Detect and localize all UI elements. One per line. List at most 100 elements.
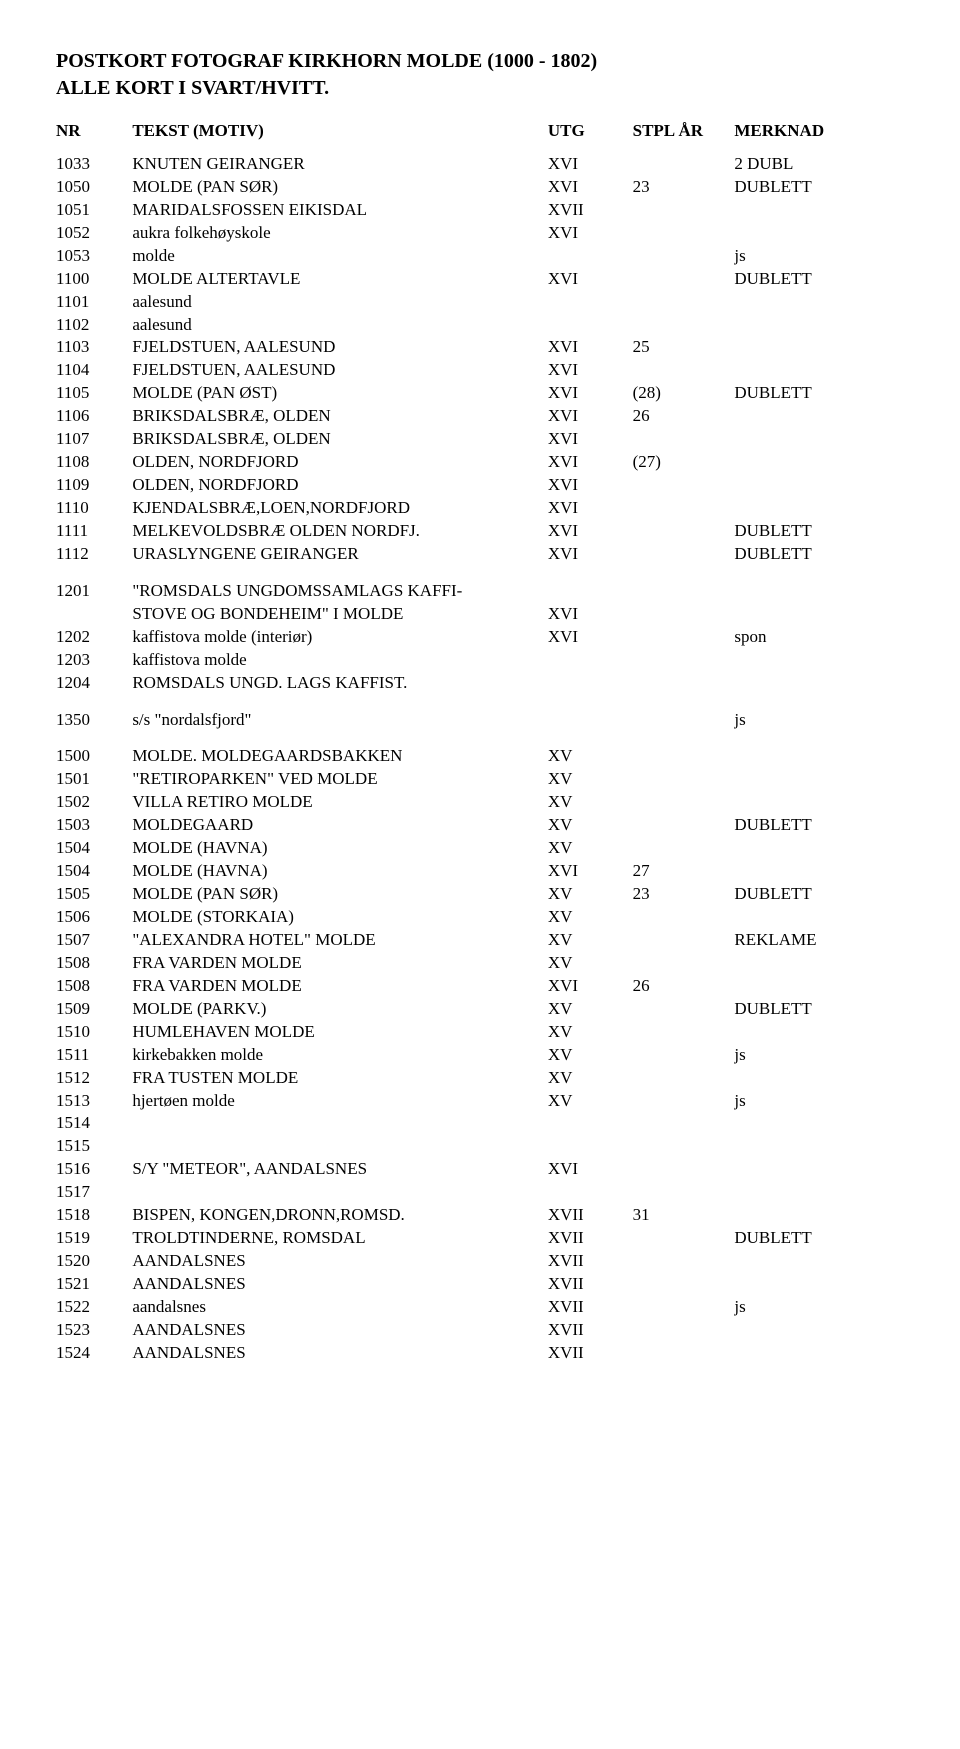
cell-tekst: FRA TUSTEN MOLDE (132, 1067, 548, 1090)
cell-merk: DUBLETT (734, 998, 904, 1021)
cell-merk: js (734, 1090, 904, 1113)
cell-tekst: kaffistova molde (interiør) (132, 626, 548, 649)
cell-nr: 1050 (56, 176, 132, 199)
cell-tekst: OLDEN, NORDFJORD (132, 451, 548, 474)
cell-merk (734, 1021, 904, 1044)
cell-tekst: BISPEN, KONGEN,DRONN,ROMSD. (132, 1204, 548, 1227)
cell-stpl (633, 314, 735, 337)
table-row: 1112URASLYNGENE GEIRANGERXVIDUBLETT (56, 543, 904, 566)
cell-utg: XVI (548, 626, 633, 649)
cell-stpl (633, 153, 735, 176)
cell-nr: 1514 (56, 1112, 132, 1135)
cell-utg: XVII (548, 1204, 633, 1227)
cell-utg: XVII (548, 1319, 633, 1342)
cell-utg: XVI (548, 603, 633, 626)
cell-utg (548, 672, 633, 695)
cell-nr: 1202 (56, 626, 132, 649)
cell-tekst (132, 1135, 548, 1158)
cell-stpl (633, 672, 735, 695)
cell-tekst: AANDALSNES (132, 1250, 548, 1273)
cell-stpl (633, 520, 735, 543)
cell-stpl (633, 791, 735, 814)
cell-nr: 1102 (56, 314, 132, 337)
cell-stpl (633, 1044, 735, 1067)
table-row: 1513hjertøen moldeXVjs (56, 1090, 904, 1113)
table-row: 1516S/Y "METEOR", AANDALSNESXVI (56, 1158, 904, 1181)
cell-merk: DUBLETT (734, 883, 904, 906)
cell-utg: XV (548, 768, 633, 791)
table-row: 1520AANDALSNESXVII (56, 1250, 904, 1273)
cell-nr: 1053 (56, 245, 132, 268)
cell-tekst: MOLDE (STORKAIA) (132, 906, 548, 929)
cell-merk (734, 474, 904, 497)
table-row: 1521AANDALSNESXVII (56, 1273, 904, 1296)
cell-stpl (633, 222, 735, 245)
table-row: 1515 (56, 1135, 904, 1158)
cell-nr: 1112 (56, 543, 132, 566)
cell-utg: XVI (548, 1158, 633, 1181)
cell-merk (734, 497, 904, 520)
cell-stpl (633, 474, 735, 497)
cell-stpl (633, 745, 735, 768)
cell-merk: spon (734, 626, 904, 649)
cell-nr: 1203 (56, 649, 132, 672)
cell-stpl (633, 1181, 735, 1204)
cell-utg: XVI (548, 497, 633, 520)
cell-stpl (633, 1112, 735, 1135)
table-row: 1100MOLDE ALTERTAVLEXVIDUBLETT (56, 268, 904, 291)
cell-tekst: BRIKSDALSBRÆ, OLDEN (132, 428, 548, 451)
cell-stpl (633, 814, 735, 837)
cell-nr: 1106 (56, 405, 132, 428)
cell-merk (734, 314, 904, 337)
title-line-1: POSTKORT FOTOGRAF KIRKHORN MOLDE (1000 -… (56, 48, 904, 75)
cell-utg: XVI (548, 520, 633, 543)
cell-stpl: (28) (633, 382, 735, 405)
table-row: 1201"ROMSDALS UNGDOMSSAMLAGS KAFFI- (56, 580, 904, 603)
cell-merk (734, 975, 904, 998)
cell-merk (734, 1112, 904, 1135)
cell-merk (734, 1204, 904, 1227)
table-row: STOVE OG BONDEHEIM" I MOLDEXVI (56, 603, 904, 626)
cell-stpl (633, 580, 735, 603)
table-row: 1506MOLDE (STORKAIA)XV (56, 906, 904, 929)
cell-tekst: HUMLEHAVEN MOLDE (132, 1021, 548, 1044)
cell-utg: XV (548, 814, 633, 837)
table-row: 1051MARIDALSFOSSEN EIKISDALXVII (56, 199, 904, 222)
cell-stpl (633, 837, 735, 860)
table-row: 1103FJELDSTUEN, AALESUNDXVI25 (56, 336, 904, 359)
cell-merk (734, 603, 904, 626)
table-row: 1510HUMLEHAVEN MOLDEXV (56, 1021, 904, 1044)
cell-nr: 1516 (56, 1158, 132, 1181)
group-spacer (56, 731, 904, 745)
cell-nr: 1517 (56, 1181, 132, 1204)
spacer-cell (56, 566, 904, 580)
cell-merk (734, 1250, 904, 1273)
cell-tekst: STOVE OG BONDEHEIM" I MOLDE (132, 603, 548, 626)
cell-nr: 1350 (56, 709, 132, 732)
cell-stpl: 23 (633, 883, 735, 906)
cell-tekst: FRA VARDEN MOLDE (132, 975, 548, 998)
cell-tekst: AANDALSNES (132, 1273, 548, 1296)
cell-stpl: 23 (633, 176, 735, 199)
cell-utg: XVII (548, 1273, 633, 1296)
table-row: 1519TROLDTINDERNE, ROMSDALXVIIDUBLETT (56, 1227, 904, 1250)
cell-utg: XVII (548, 1227, 633, 1250)
cell-merk (734, 199, 904, 222)
cell-utg: XV (548, 1067, 633, 1090)
cell-tekst: MELKEVOLDSBRÆ OLDEN NORDFJ. (132, 520, 548, 543)
cell-utg (548, 649, 633, 672)
cell-utg: XV (548, 1044, 633, 1067)
cell-utg: XVI (548, 451, 633, 474)
cell-stpl (633, 1135, 735, 1158)
cell-utg: XVII (548, 199, 633, 222)
cell-stpl (633, 1296, 735, 1319)
cell-stpl (633, 359, 735, 382)
table-row: 1204ROMSDALS UNGD. LAGS KAFFIST. (56, 672, 904, 695)
cell-merk: js (734, 245, 904, 268)
table-row: 1110KJENDALSBRÆ,LOEN,NORDFJORDXVI (56, 497, 904, 520)
cell-stpl (633, 1067, 735, 1090)
cell-stpl: 27 (633, 860, 735, 883)
cell-merk (734, 580, 904, 603)
cell-stpl (633, 998, 735, 1021)
cell-tekst: TROLDTINDERNE, ROMSDAL (132, 1227, 548, 1250)
